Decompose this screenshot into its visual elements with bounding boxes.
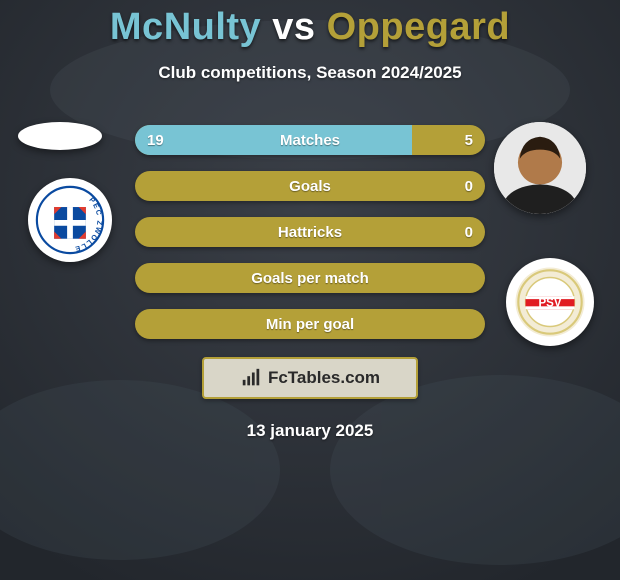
- stat-value-right: 0: [465, 217, 473, 247]
- stat-label: Hattricks: [135, 217, 485, 247]
- player-avatar-icon: [494, 122, 586, 214]
- left-player-photo: [18, 122, 102, 150]
- svg-text:PSV: PSV: [538, 297, 561, 309]
- right-club-badge: PSV: [506, 258, 594, 346]
- stat-row: Goals0: [135, 171, 485, 201]
- stat-value-left: 19: [147, 125, 164, 155]
- watermark-text: FcTables.com: [268, 368, 380, 388]
- page-title: McNulty vs Oppegard: [110, 6, 510, 49]
- title-vs: vs: [272, 6, 315, 48]
- stat-label: Goals: [135, 171, 485, 201]
- stat-row: Min per goal: [135, 309, 485, 339]
- stat-value-right: 5: [465, 125, 473, 155]
- stat-row: Goals per match: [135, 263, 485, 293]
- stat-value-right: 0: [465, 171, 473, 201]
- stat-row: Hattricks0: [135, 217, 485, 247]
- title-right: Oppegard: [327, 6, 510, 48]
- date: 13 january 2025: [247, 421, 374, 441]
- stat-label: Goals per match: [135, 263, 485, 293]
- title-left: McNulty: [110, 6, 261, 48]
- stat-label: Matches: [135, 125, 485, 155]
- psv-badge-icon: PSV: [514, 266, 586, 338]
- right-player-photo: [494, 122, 586, 214]
- pec-zwolle-badge-icon: PEC ZWOLLE: [34, 184, 106, 256]
- left-club-badge: PEC ZWOLLE: [28, 178, 112, 262]
- watermark: FcTables.com: [202, 357, 418, 399]
- subtitle: Club competitions, Season 2024/2025: [158, 63, 461, 83]
- stat-label: Min per goal: [135, 309, 485, 339]
- stat-row: Matches19 5: [135, 125, 485, 155]
- bar-chart-icon: [240, 367, 262, 389]
